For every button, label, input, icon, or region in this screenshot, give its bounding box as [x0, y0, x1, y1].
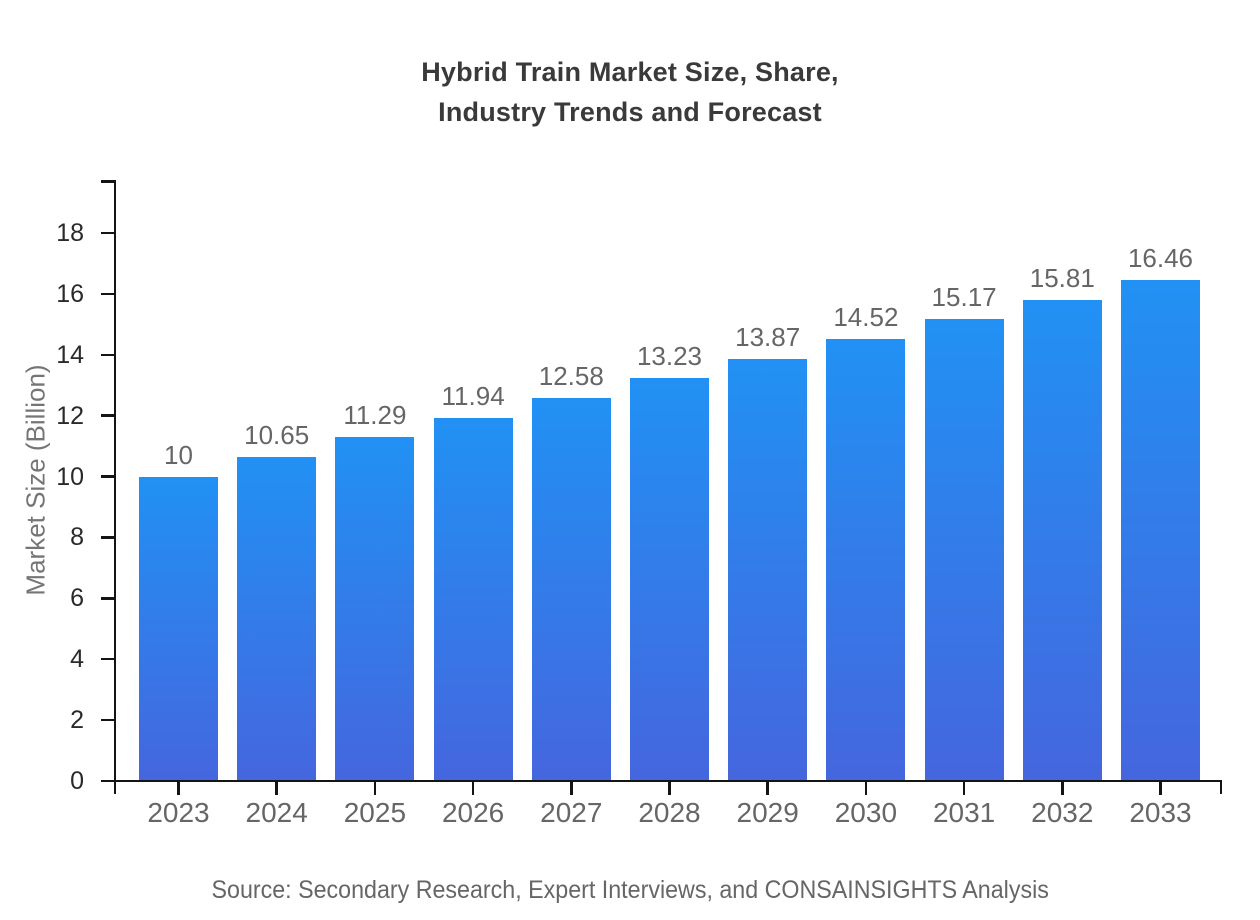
- value-label-2032: 15.81: [1029, 262, 1095, 293]
- source-note-text: Source: Secondary Research, Expert Inter…: [211, 876, 1049, 904]
- y-tick-label: 12: [56, 401, 84, 430]
- x-tick-label-2025: 2025: [343, 797, 407, 828]
- source-note: Source: Secondary Research, Expert Inter…: [0, 876, 1260, 905]
- bar-2033: [1121, 279, 1200, 780]
- y-tick-mark: [100, 536, 114, 539]
- value-label-2028: 13.23: [636, 341, 703, 372]
- x-tick-label-2024: 2024: [245, 797, 308, 828]
- x-axis-line: [113, 779, 1222, 783]
- x-tick-mark: [668, 782, 671, 796]
- value-label-2024: 10.65: [244, 419, 310, 450]
- value-label-2031: 15.17: [931, 282, 997, 313]
- value-label-2023: 10: [164, 439, 193, 470]
- bar-2024: [237, 456, 317, 780]
- y-tick-mark: [100, 475, 114, 478]
- y-tick-label: 6: [70, 584, 84, 613]
- x-tick-mark: [471, 782, 475, 796]
- value-label-2026: 11.94: [441, 380, 505, 411]
- x-tick-mark: [275, 782, 278, 796]
- bar-2030: [826, 339, 906, 780]
- x-tick-label-2033: 2033: [1129, 797, 1192, 828]
- y-tick-mark: [100, 353, 114, 357]
- x-tick-label-2032: 2032: [1031, 797, 1094, 828]
- x-tick-label-2027: 2027: [540, 797, 603, 828]
- x-tick-label-2031: 2031: [932, 797, 996, 828]
- y-axis-end-cap: [100, 180, 114, 183]
- y-tick-mark: [100, 414, 114, 417]
- value-label-2029: 13.87: [735, 321, 801, 352]
- x-tick-label-2023: 2023: [147, 797, 210, 828]
- bar-2027: [531, 398, 611, 780]
- y-tick-mark: [100, 231, 114, 235]
- bar-2025: [335, 437, 415, 780]
- y-tick-mark: [100, 657, 114, 661]
- y-axis-line: [113, 180, 117, 794]
- x-tick-mark: [864, 782, 868, 796]
- chart-title: Hybrid Train Market Size, Share, Industr…: [0, 52, 1260, 132]
- y-tick-mark: [100, 718, 114, 722]
- x-tick-mark: [1159, 782, 1162, 796]
- value-label-2030: 14.52: [833, 302, 899, 332]
- x-tick-mark: [177, 782, 180, 796]
- x-tick-mark: [766, 782, 769, 796]
- value-label-2027: 12.58: [538, 361, 604, 392]
- bar-2023: [139, 476, 218, 780]
- x-tick-label-2029: 2029: [736, 797, 799, 828]
- y-tick-label: 4: [70, 645, 84, 674]
- chart-title-line1: Hybrid Train Market Size, Share,: [421, 57, 839, 87]
- bar-2028: [630, 378, 709, 780]
- bar-2029: [728, 358, 808, 780]
- x-tick-mark: [570, 782, 573, 796]
- chart-title-line2: Industry Trends and Forecast: [438, 97, 822, 127]
- value-label-2033: 16.46: [1127, 242, 1194, 273]
- value-label-2025: 11.29: [343, 400, 407, 431]
- x-tick-mark: [1061, 782, 1064, 796]
- y-tick-label: 8: [70, 523, 84, 552]
- y-tick-mark: [100, 597, 114, 600]
- y-tick-label: 14: [56, 340, 84, 369]
- y-tick-label: 18: [56, 219, 84, 248]
- y-tick-label: 10: [56, 462, 84, 491]
- y-tick-mark: [100, 292, 114, 296]
- y-tick-label: 2: [70, 706, 84, 735]
- x-axis-end-cap: [1219, 779, 1222, 794]
- x-tick-label-2026: 2026: [441, 797, 505, 828]
- x-tick-mark: [962, 782, 966, 796]
- bar-2032: [1022, 299, 1102, 780]
- y-tick-label: 16: [56, 279, 84, 308]
- x-tick-label-2028: 2028: [638, 797, 701, 828]
- y-tick-label: 0: [70, 767, 84, 795]
- bar-2026: [433, 417, 513, 780]
- x-tick-mark: [373, 782, 377, 796]
- y-tick-mark: [100, 779, 114, 783]
- bar-2031: [924, 319, 1004, 780]
- x-tick-label-2030: 2030: [834, 797, 898, 828]
